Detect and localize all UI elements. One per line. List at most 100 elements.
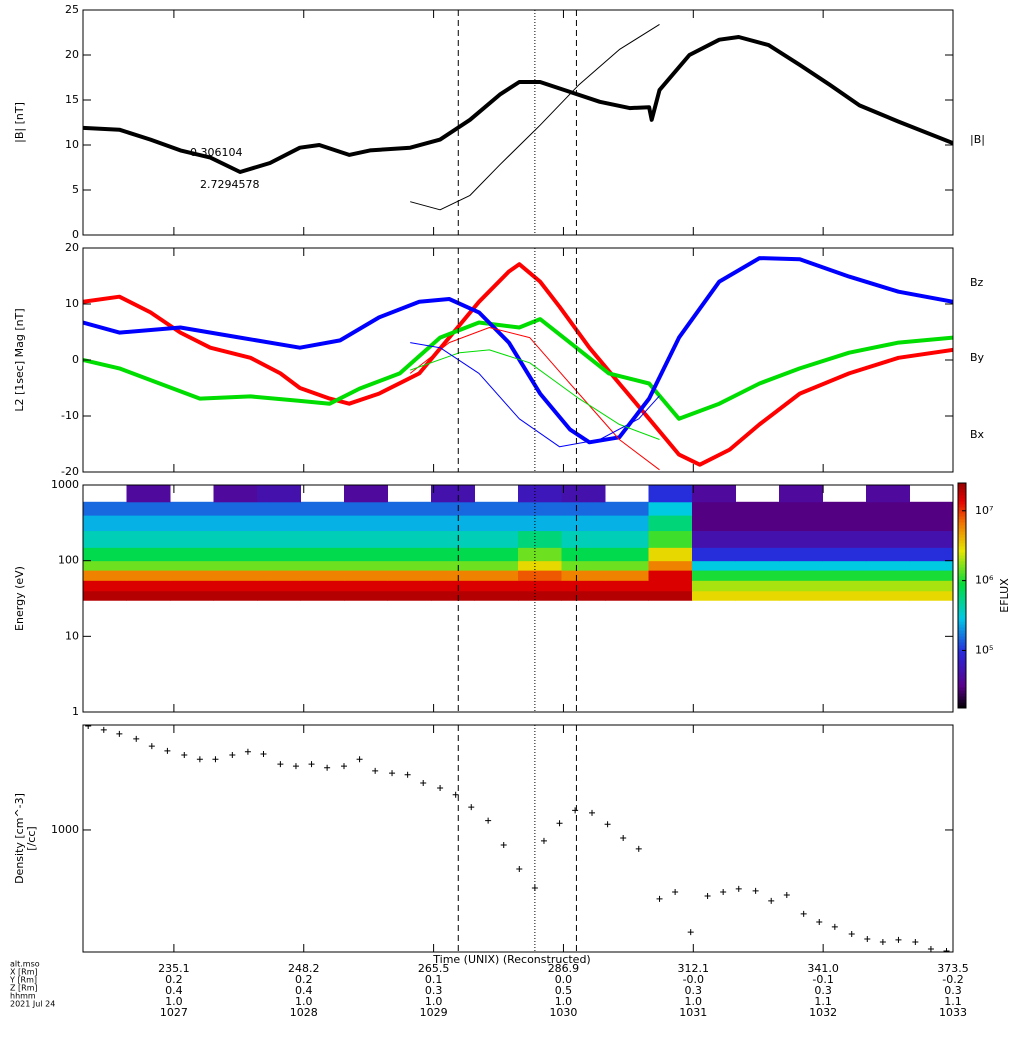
heat-cell	[126, 560, 171, 571]
heat-cell	[735, 570, 780, 581]
heat-cell	[257, 560, 301, 571]
row-value: 0.1	[425, 973, 443, 986]
row-value: 0.2	[165, 973, 183, 986]
y-tick-label: 15	[65, 93, 79, 106]
colorbar-band	[958, 672, 966, 676]
x-axis-label: Time (UNIX) (Reconstructed)	[432, 953, 590, 966]
heat-cell	[170, 560, 214, 571]
point	[735, 885, 742, 892]
point	[927, 945, 934, 952]
heat-cell	[344, 580, 388, 592]
colorbar-band	[958, 573, 966, 577]
heat-cell	[692, 547, 736, 562]
colorbar-band	[958, 654, 966, 658]
heat-cell	[909, 580, 953, 592]
row-value: 286.9	[548, 962, 580, 975]
x-tick-label: 1033	[939, 1006, 967, 1019]
heat-cell	[692, 590, 736, 601]
row-value: 0.5	[555, 984, 573, 997]
colorbar-band	[958, 513, 966, 517]
colorbar-band	[958, 669, 966, 673]
x-tick-label: 1027	[160, 1006, 188, 1019]
point	[133, 735, 140, 742]
heat-cell	[822, 570, 867, 581]
heat-cell	[518, 570, 562, 581]
heat-cell	[387, 547, 432, 562]
heat-cell	[387, 530, 432, 548]
series-line	[83, 317, 953, 421]
heat-cell	[561, 580, 606, 592]
heat-cell	[474, 515, 519, 532]
colorbar-band	[958, 705, 966, 709]
frame	[82, 484, 954, 713]
row-value: -0.1	[812, 973, 833, 986]
heat-cell	[83, 547, 127, 562]
colorbar-band	[958, 519, 966, 523]
colorbar-band	[958, 540, 966, 544]
point	[404, 771, 411, 778]
row-value: -0.0	[683, 973, 704, 986]
heat-cell	[866, 547, 910, 562]
x-tick-label: 1032	[809, 1006, 837, 1019]
heat-cell	[126, 485, 171, 503]
heat-cell	[735, 530, 780, 548]
heat-cell	[866, 560, 910, 571]
colorbar-band	[958, 588, 966, 592]
colorbar-band	[958, 693, 966, 697]
colorbar-band	[958, 489, 966, 493]
colorbar-band	[958, 507, 966, 511]
heat-cell	[257, 590, 301, 601]
heat-cell	[909, 590, 953, 601]
heat-cell	[213, 530, 258, 548]
point	[212, 756, 219, 763]
colorbar-band	[958, 648, 966, 652]
colorbar-band	[958, 636, 966, 640]
colorbar-band	[958, 657, 966, 661]
heat-cell	[257, 515, 301, 532]
colorbar-band	[958, 621, 966, 625]
y-tick-label: 5	[72, 183, 79, 196]
heat-cell	[518, 530, 562, 548]
row-value: 265.5	[418, 962, 450, 975]
row-value: 1.0	[555, 995, 573, 1008]
heat-cell	[474, 590, 519, 601]
heat-cell	[735, 580, 780, 592]
heat-cell	[779, 560, 823, 571]
heat-cell	[779, 590, 823, 601]
heat-cell	[735, 501, 780, 516]
heat-cell	[126, 590, 171, 601]
row-label: Y [Rm]	[9, 976, 37, 985]
heat-cell	[431, 530, 475, 548]
row-value: 1.1	[944, 995, 962, 1008]
row-value: 0.4	[295, 984, 313, 997]
colorbar-band	[958, 666, 966, 670]
heat-cell	[170, 590, 214, 601]
colorbar-band	[958, 543, 966, 547]
heat-cell	[561, 570, 606, 581]
heat-cell	[822, 515, 867, 532]
colorbar-tick-label: 10⁵	[975, 643, 993, 656]
heat-cell	[692, 560, 736, 571]
colorbar-band	[958, 555, 966, 559]
point	[752, 887, 759, 894]
colorbar-band	[958, 558, 966, 562]
heat-cell	[300, 501, 345, 516]
row-value: 248.2	[288, 962, 320, 975]
heat-cell	[648, 515, 693, 532]
series-line	[410, 342, 660, 448]
y-axis-label: L2 [1sec] Mag [nT]	[13, 308, 26, 411]
heat-cell	[431, 485, 475, 503]
colorbar-band	[958, 690, 966, 694]
row-value: 235.1	[158, 962, 190, 975]
heat-cell	[170, 515, 214, 532]
series-line	[410, 349, 660, 440]
point	[783, 892, 790, 899]
panel	[83, 256, 953, 471]
heat-cell	[83, 501, 127, 516]
heat-cell	[474, 547, 519, 562]
point	[341, 763, 347, 770]
heat-cell	[387, 570, 432, 581]
series-line	[83, 262, 953, 467]
heat-cell	[126, 501, 171, 516]
colorbar-band	[958, 585, 966, 589]
